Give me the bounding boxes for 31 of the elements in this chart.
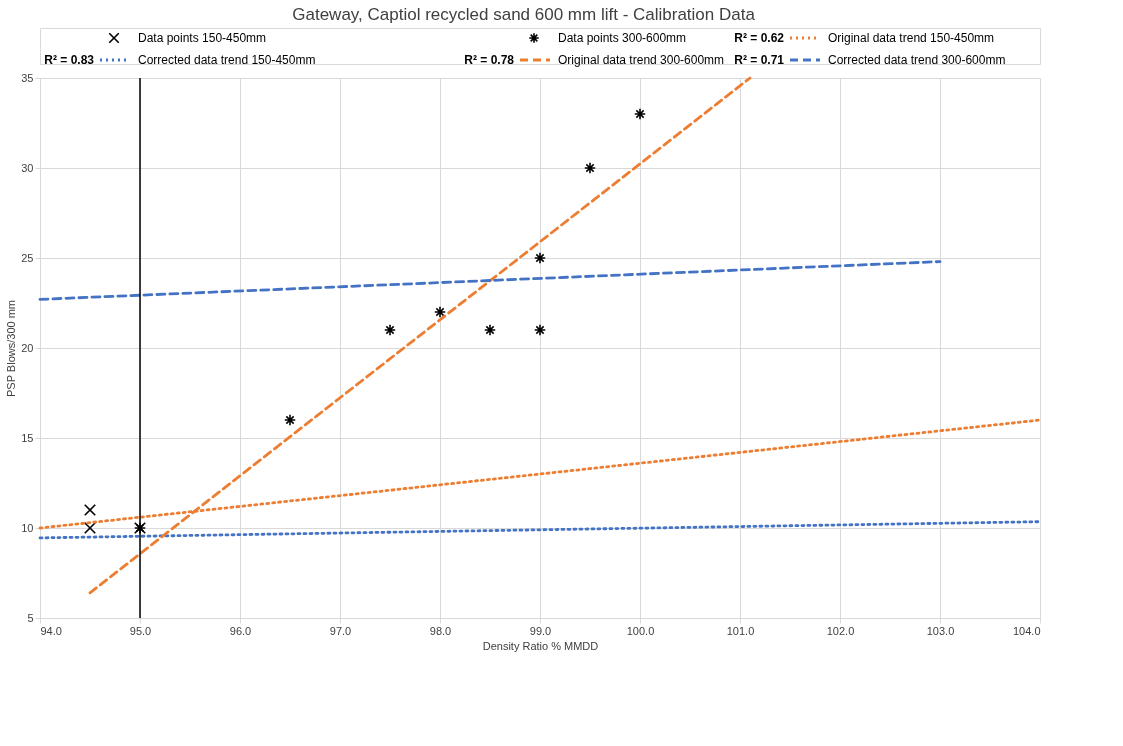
x-tick-label: 95.0 bbox=[129, 624, 152, 637]
x-tick-label: 98.0 bbox=[429, 624, 452, 637]
legend-label: Corrected data trend 150-450mm bbox=[138, 53, 316, 67]
legend-label: Data points 150-450mm bbox=[138, 31, 267, 45]
legend-label: Original data trend 300-600mm bbox=[558, 53, 725, 67]
chart-title: Gateway, Captiol recycled sand 600 mm lift - Calibration Data bbox=[292, 4, 756, 24]
y-tick-label: 35 bbox=[21, 71, 34, 84]
text: R² = 0.83 bbox=[44, 53, 95, 67]
text: R² = 0.78 bbox=[464, 53, 515, 67]
x-tick-label: 104.0 bbox=[1012, 624, 1041, 637]
x-tick-label: 96.0 bbox=[229, 624, 252, 637]
x-tick-label: 99.0 bbox=[529, 624, 552, 637]
x-tick-label: 97.0 bbox=[329, 624, 352, 637]
y-axis-title: PSP Blows/300 mm bbox=[5, 299, 18, 398]
y-tick-label: 20 bbox=[21, 341, 34, 354]
x-axis-title: Density Ratio % MMDD bbox=[482, 639, 599, 652]
x-tick-label: 100.0 bbox=[626, 624, 655, 637]
y-tick-label: 10 bbox=[21, 521, 34, 534]
x-tick-label: 101.0 bbox=[726, 624, 755, 637]
y-tick-label: 15 bbox=[21, 431, 34, 444]
y-tick-label: 5 bbox=[27, 611, 34, 624]
legend-label: Corrected data trend 300-600mm bbox=[828, 53, 1006, 67]
x-tick-label: 103.0 bbox=[926, 624, 955, 637]
legend-label: Original data trend 150-450mm bbox=[828, 31, 995, 45]
legend-label: Data points 300-600mm bbox=[558, 31, 687, 45]
x-tick-label: 102.0 bbox=[826, 624, 855, 637]
y-tick-label: 30 bbox=[21, 161, 34, 174]
x-tick-label: 94.0 bbox=[40, 624, 62, 637]
text: R² = 0.71 bbox=[734, 53, 785, 67]
text: R² = 0.62 bbox=[734, 31, 785, 45]
y-tick-label: 25 bbox=[21, 251, 34, 264]
